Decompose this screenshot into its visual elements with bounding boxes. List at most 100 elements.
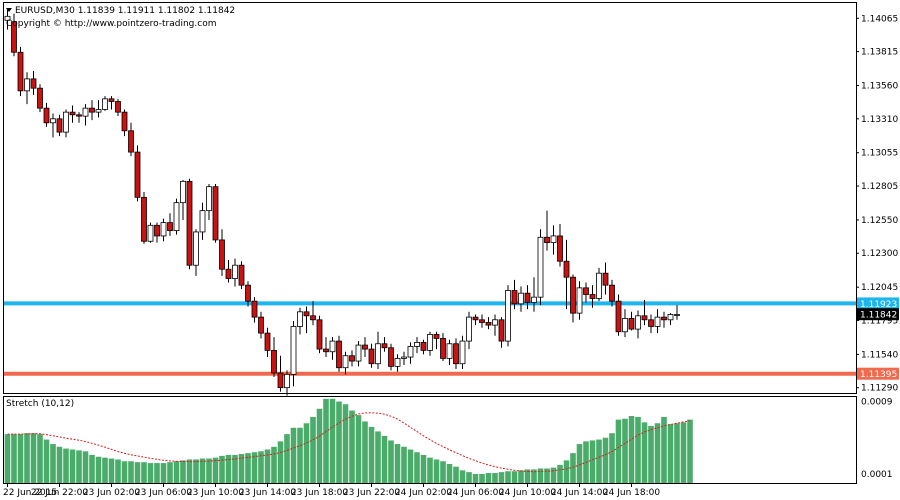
stretch-bar (238, 454, 245, 483)
stretch-bar (30, 433, 37, 483)
stretch-bar (375, 431, 381, 483)
candle (245, 281, 251, 307)
candle-body (609, 284, 615, 302)
stretch-bar (219, 455, 225, 483)
candle (264, 327, 271, 358)
price-tick-label: 1.13560 (861, 82, 898, 92)
candle-body (212, 186, 219, 241)
candle (531, 277, 537, 312)
current-price-tag-box (857, 308, 899, 321)
candle (628, 311, 635, 331)
candle-body (459, 340, 466, 365)
stretch-bar (303, 423, 310, 483)
candle-body (284, 373, 290, 389)
candle-body (141, 196, 147, 242)
candle-body (180, 180, 186, 204)
candle (342, 351, 349, 375)
stretch-bar (329, 398, 336, 483)
candle (115, 98, 121, 117)
level-lines (4, 301, 856, 376)
stretch-bar (4, 434, 11, 483)
candle-body (479, 319, 485, 323)
candle (102, 96, 108, 111)
candle (329, 337, 336, 360)
candle (316, 315, 323, 354)
stretch-bar (505, 471, 511, 483)
candle (485, 317, 492, 330)
candle-body (121, 111, 128, 132)
candle (121, 109, 128, 137)
candle-body (316, 319, 323, 350)
candle (43, 102, 50, 127)
stretch-bar (589, 440, 596, 483)
stretch-bar (24, 433, 30, 483)
candle (173, 198, 180, 235)
stretch-bar (11, 434, 17, 483)
dropdown-triangle-icon[interactable] (6, 8, 12, 12)
candle-body (518, 292, 524, 305)
candle (394, 354, 401, 372)
stretch-signal (7, 412, 691, 473)
candle-body (433, 334, 440, 339)
time-tick-label: 23 Jun 14:00 (239, 488, 296, 498)
candle-body (375, 343, 381, 365)
candle (648, 314, 654, 334)
candle-body (154, 224, 160, 237)
candle-body (238, 264, 245, 286)
stretch-bar (667, 424, 674, 483)
stretch-bar (433, 459, 440, 483)
candle-body (615, 300, 622, 333)
current-price-tag[interactable]: 1.11842 (857, 308, 899, 321)
time-tick-label: 24 Jun 10:00 (499, 488, 556, 498)
candle (622, 309, 628, 338)
stretch-bar (82, 451, 89, 483)
stretch-bar (466, 472, 472, 483)
price-tick-label: 1.11540 (861, 350, 898, 360)
stretch-bar (648, 425, 654, 483)
time-tick-label: 22 Jun 2015 (3, 488, 57, 498)
stretch-bar (56, 446, 63, 483)
candle-body (648, 319, 654, 327)
support-price-tag-label: 1.11395 (860, 370, 897, 380)
candle (193, 229, 199, 276)
candle (420, 339, 427, 355)
stretch-bar (492, 473, 498, 483)
stretch-bar (420, 454, 427, 483)
candle-body (362, 344, 368, 350)
time-tick-label: 23 Jun 22:00 (343, 488, 400, 498)
candle (505, 285, 511, 347)
candle (479, 314, 485, 328)
stretch-bar (381, 435, 388, 483)
stretch-bar (518, 470, 524, 483)
stretch-bar (628, 416, 635, 483)
stretch-bar (498, 472, 505, 483)
candle (550, 225, 557, 255)
stretch-bar (576, 444, 583, 483)
candle (180, 180, 186, 220)
candle (219, 229, 225, 276)
support-price-tag[interactable]: 1.11395 (857, 367, 899, 381)
candle-body (505, 290, 511, 342)
candle-body (277, 372, 284, 389)
stretch-bar (674, 423, 680, 483)
resistance-price-tag[interactable]: 1.11923 (857, 297, 899, 310)
candle-body (167, 222, 173, 232)
candle-body (56, 118, 63, 133)
price-tags[interactable]: 1.11923 1.11395 1.11842 (857, 297, 899, 380)
candle (498, 317, 505, 348)
stretch-bar (284, 434, 290, 483)
candle (362, 337, 368, 358)
candle-body (394, 357, 401, 367)
candle (472, 314, 479, 326)
price-tick-label: 1.13310 (861, 115, 898, 125)
stretch-bar (212, 457, 219, 483)
candle-body (76, 114, 82, 117)
support-price-tag-box (857, 367, 899, 380)
candles (4, 9, 680, 396)
candle-body (30, 78, 37, 89)
stretch-bar (479, 473, 485, 483)
stretch-bar (310, 416, 316, 483)
candle-body (160, 222, 167, 237)
